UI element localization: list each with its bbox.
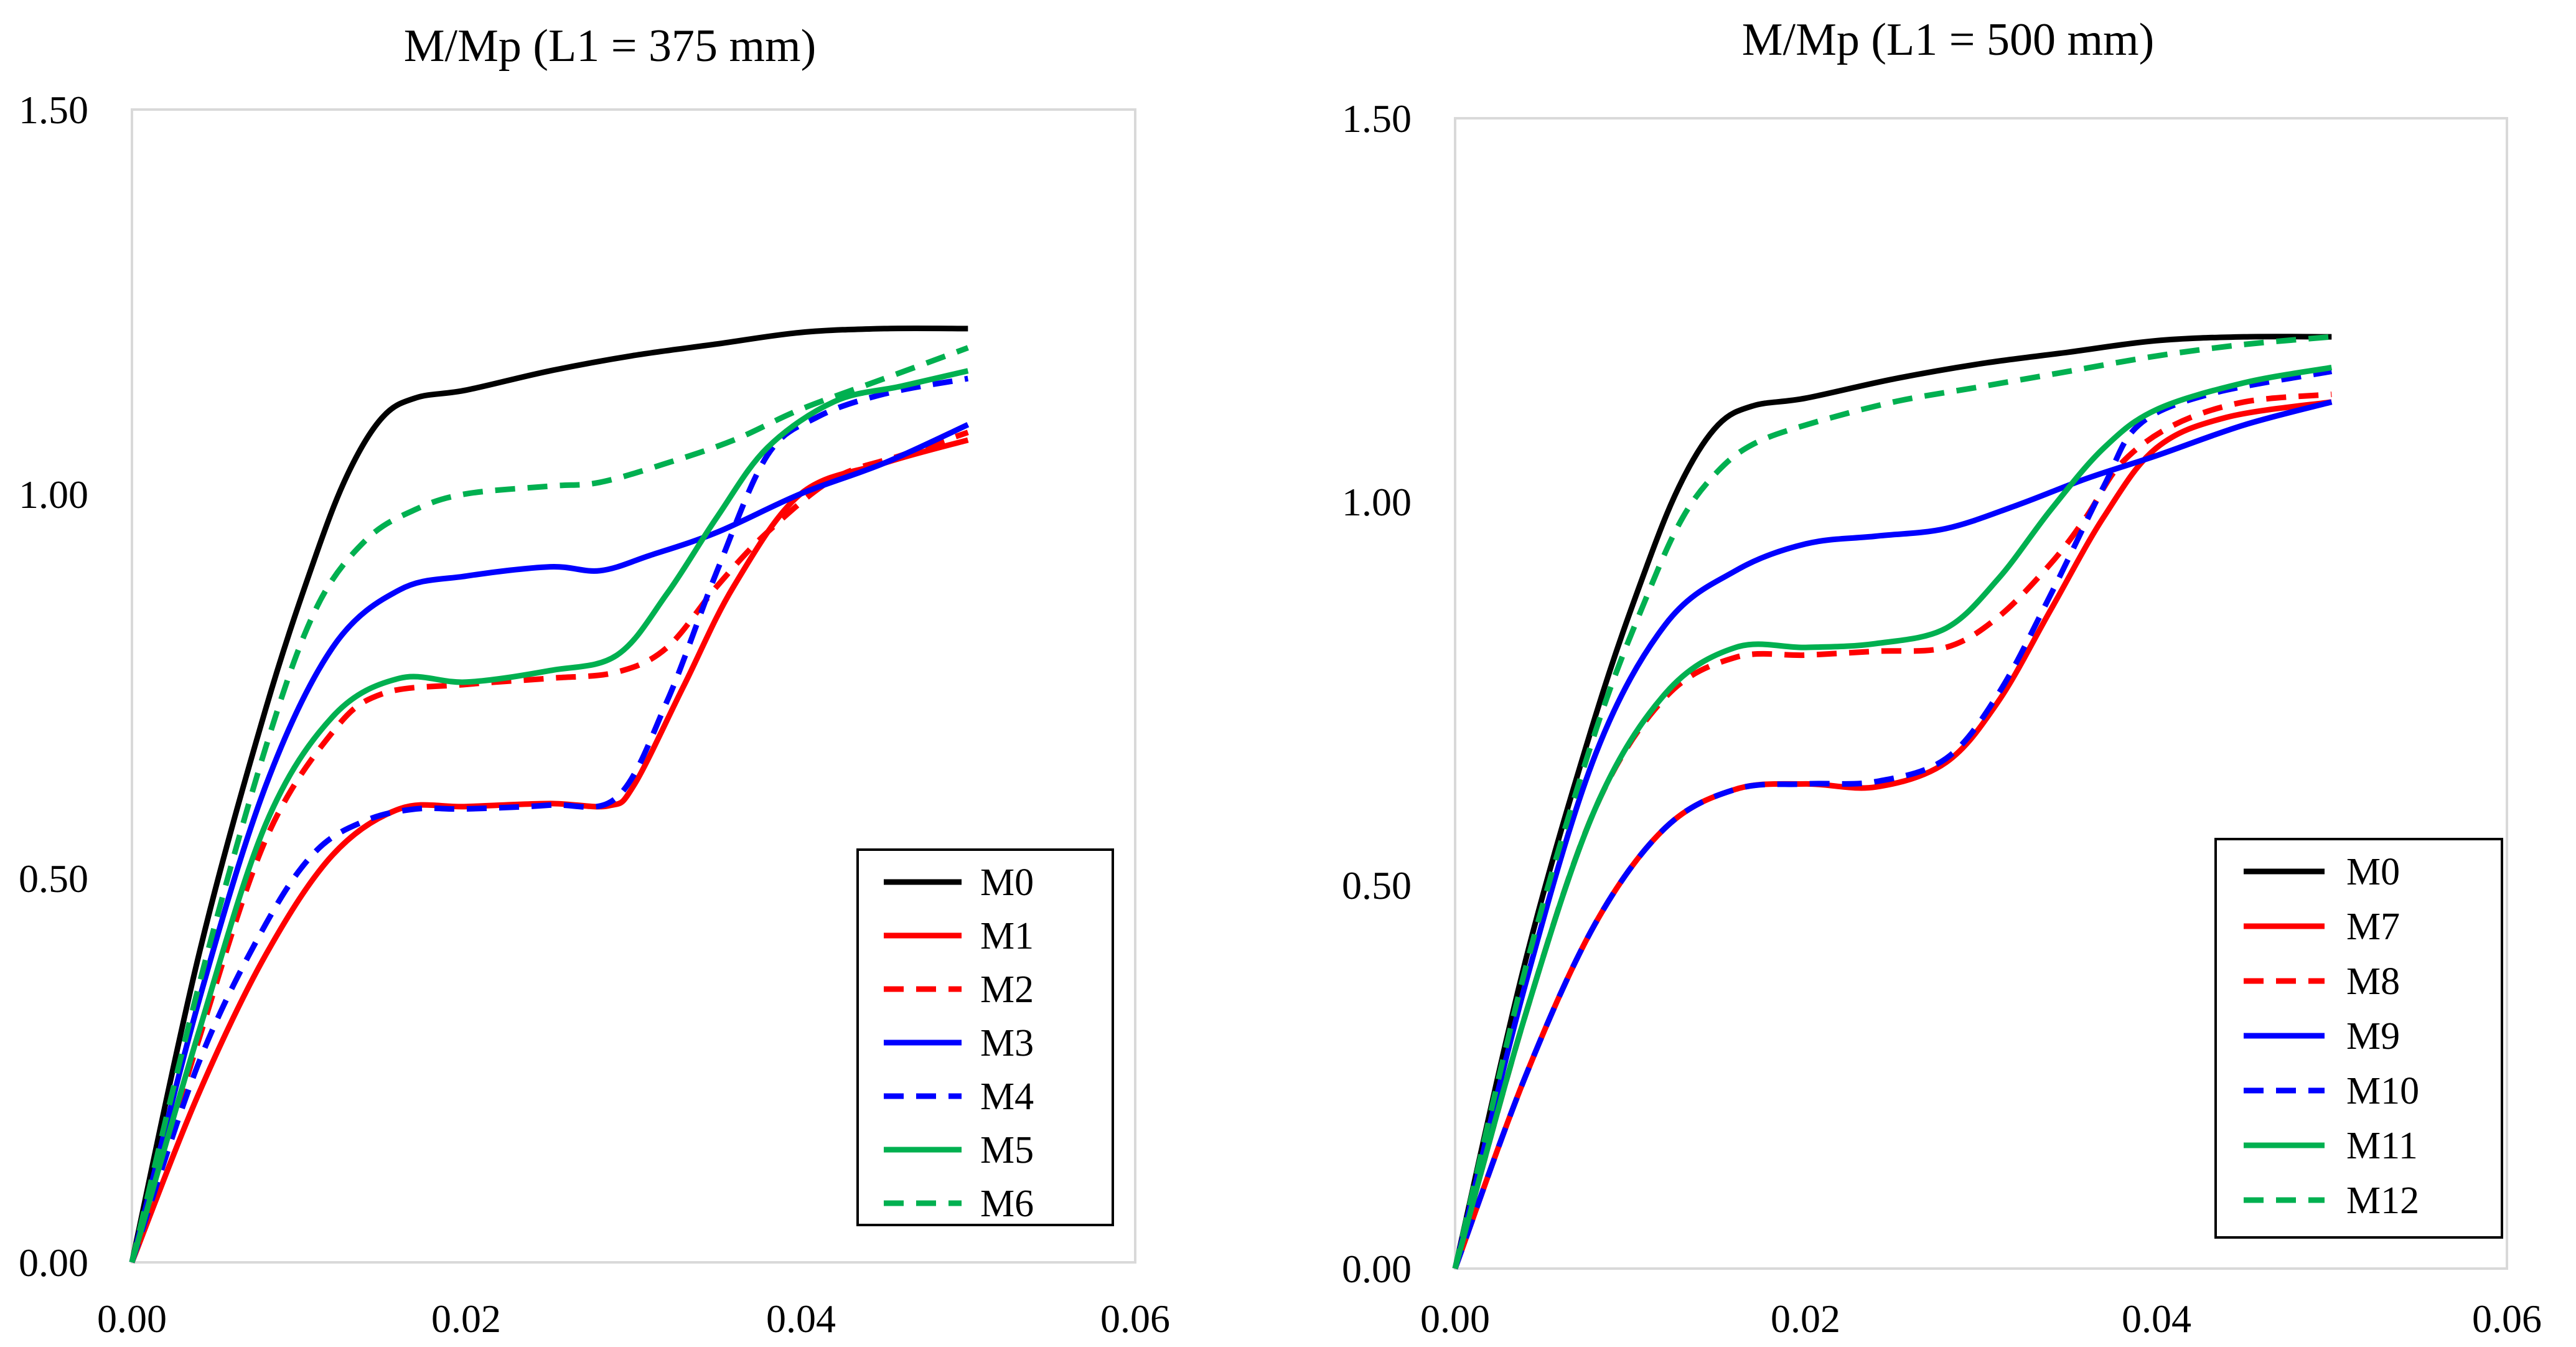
y-tick-label: 0.50 bbox=[19, 857, 88, 901]
series-line-m0 bbox=[1452, 334, 2332, 1270]
legend-label: M0 bbox=[2346, 851, 2400, 893]
legend-label: M0 bbox=[980, 861, 1034, 904]
series-line-m1 bbox=[129, 437, 969, 1264]
legend-label: M11 bbox=[2346, 1125, 2418, 1167]
y-tick-label: 1.50 bbox=[1342, 96, 1412, 141]
x-tick-label: 0.06 bbox=[1100, 1297, 1170, 1341]
legend-label: M7 bbox=[2346, 906, 2400, 948]
y-tick-label: 0.00 bbox=[19, 1241, 88, 1285]
legend-label: M4 bbox=[980, 1076, 1034, 1118]
y-tick-label: 1.00 bbox=[1342, 480, 1412, 524]
legend-label: M3 bbox=[980, 1022, 1034, 1064]
series-line-m0 bbox=[129, 325, 968, 1263]
series-line-m9 bbox=[1452, 399, 2333, 1270]
y-tick-label: 1.00 bbox=[19, 472, 88, 517]
series-line-m11 bbox=[1452, 364, 2333, 1270]
legend-label: M5 bbox=[980, 1129, 1034, 1171]
x-tick-label: 0.02 bbox=[1771, 1297, 1840, 1341]
series-line-m3 bbox=[129, 422, 970, 1264]
series-line-m4 bbox=[129, 375, 969, 1264]
x-tick-label: 0.00 bbox=[97, 1297, 167, 1341]
x-tick-label: 0.04 bbox=[766, 1297, 836, 1341]
legend-label: M2 bbox=[980, 969, 1034, 1011]
legend-label: M1 bbox=[980, 915, 1034, 957]
series-line-m2 bbox=[129, 429, 969, 1264]
plot-area bbox=[1454, 117, 2508, 1270]
series-line-m5 bbox=[129, 368, 969, 1264]
legend: M0 M7 M8 M9 M10 M11 M12 bbox=[2214, 838, 2503, 1239]
chart-right: M/Mp (L1 = 500 mm) 0.00 0.50 1.00 1.50 0… bbox=[1342, 14, 2542, 1341]
chart-left: M/Mp (L1 = 375 mm) 0.00 0.50 1.00 1.50 0… bbox=[19, 21, 1170, 1341]
series-line-m6 bbox=[129, 345, 969, 1264]
legend: M0 M1 M2 M3 M4 M5 M6 bbox=[856, 848, 1114, 1226]
series-line-m10 bbox=[1452, 368, 2333, 1270]
series-group bbox=[1452, 334, 2333, 1270]
x-tick-label: 0.00 bbox=[1420, 1297, 1490, 1341]
legend-label: M9 bbox=[2346, 1015, 2400, 1058]
y-tick-label: 1.50 bbox=[19, 88, 88, 132]
y-tick-label: 0.50 bbox=[1342, 863, 1412, 908]
x-tick-label: 0.04 bbox=[2122, 1297, 2191, 1341]
plot-area bbox=[131, 108, 1136, 1264]
legend-label: M12 bbox=[2346, 1180, 2419, 1222]
chart-title: M/Mp (L1 = 375 mm) bbox=[404, 21, 817, 72]
legend-label: M8 bbox=[2346, 960, 2400, 1003]
chart-title: M/Mp (L1 = 500 mm) bbox=[1742, 14, 2155, 65]
legend-label: M10 bbox=[2346, 1070, 2419, 1112]
series-group bbox=[129, 325, 970, 1264]
y-tick-label: 0.00 bbox=[1342, 1247, 1412, 1291]
legend-box bbox=[856, 848, 1114, 1226]
legend-label: M6 bbox=[980, 1183, 1034, 1225]
series-line-m12 bbox=[1452, 334, 2332, 1270]
x-tick-label: 0.02 bbox=[431, 1297, 501, 1341]
x-tick-label: 0.06 bbox=[2472, 1297, 2542, 1341]
